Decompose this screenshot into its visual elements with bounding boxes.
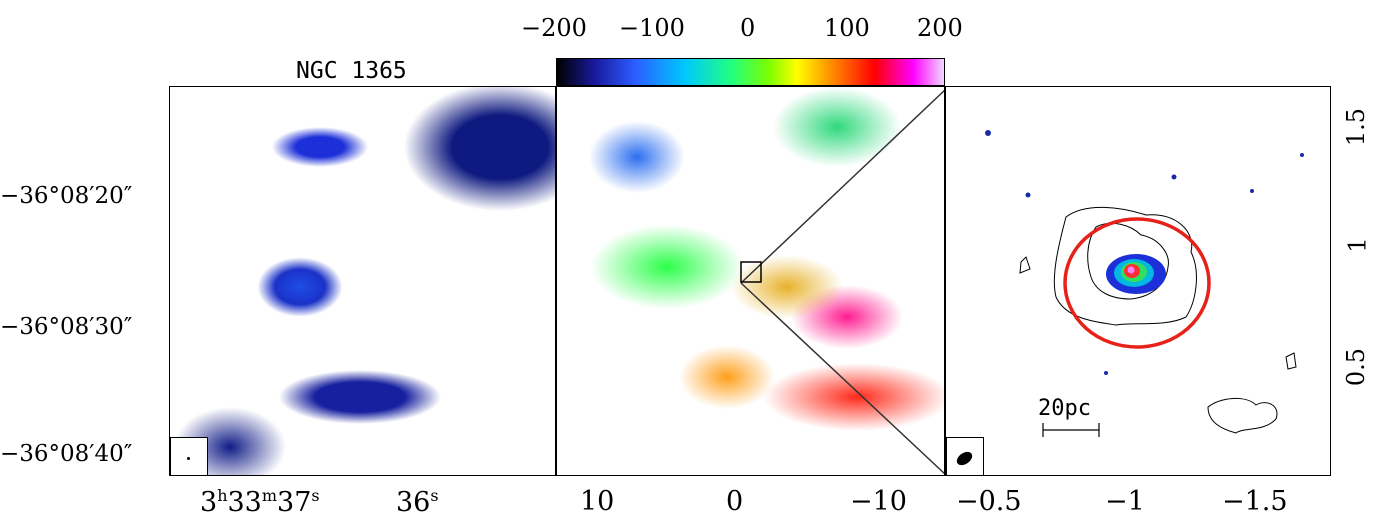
highlight-circle: [1063, 217, 1211, 349]
ra-label-2: 36s: [396, 486, 439, 518]
beam-ellipse: [954, 449, 975, 468]
beam-marker: [187, 457, 190, 460]
zoom-contours: [985, 130, 1304, 437]
y-tick: 1: [1343, 237, 1372, 253]
x-tick: −1.5: [1222, 486, 1288, 517]
velocity-colorbar: [556, 58, 945, 86]
x-tick: −1: [1105, 486, 1145, 517]
x-tick: 10: [580, 486, 615, 517]
intensity-map-panel: [169, 86, 556, 476]
y-tick: 0.5: [1342, 347, 1371, 387]
velocity-map-panel: [556, 86, 945, 476]
beam-box: [946, 437, 984, 475]
zoom-panel: 20pc: [945, 86, 1331, 476]
panel-title: NGC 1365: [296, 58, 407, 84]
dec-label: −36°08′20″: [0, 183, 133, 209]
dec-label: −36°08′40″: [0, 441, 133, 467]
ra-label: 3h33m37s: [200, 486, 320, 518]
beam-box: [170, 437, 208, 475]
x-tick: −10: [850, 486, 907, 517]
colorbar-tick: 100: [824, 14, 870, 42]
colorbar-tick: 200: [917, 14, 963, 42]
y-tick: 1.5: [1342, 107, 1371, 147]
colorbar-tick: −200: [521, 14, 587, 42]
colorbar-tick: −100: [619, 14, 685, 42]
scalebar-label: 20pc: [1038, 396, 1091, 421]
zoom-lines: [740, 89, 944, 475]
colorbar-tick: 0: [740, 14, 756, 42]
x-tick: −0.5: [956, 486, 1022, 517]
x-tick: 0: [726, 486, 744, 517]
dec-label: −36°08′30″: [0, 314, 133, 340]
zoom-box: [740, 261, 762, 283]
